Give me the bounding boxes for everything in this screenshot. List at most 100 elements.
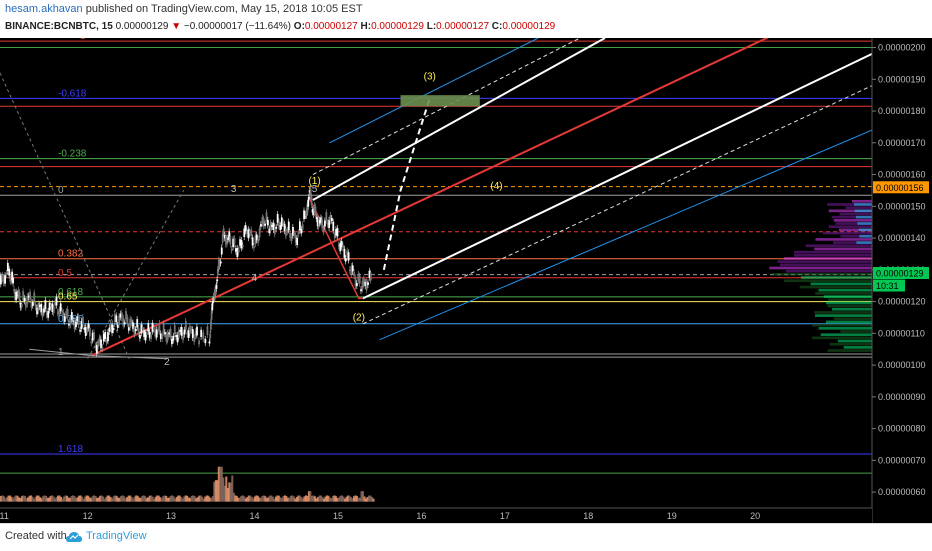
candle-body — [193, 337, 196, 342]
volume-bar — [12, 498, 15, 502]
candle-body — [343, 248, 346, 258]
volume-bar — [207, 495, 210, 502]
volume-bar — [219, 466, 222, 502]
candle-body — [137, 327, 140, 334]
candle-body — [196, 326, 198, 336]
volume-bar — [211, 496, 214, 502]
profile-bar — [833, 241, 872, 244]
price-chart[interactable]: 1-0.618-0.23800.3820.50.6180.650.78611.6… — [0, 38, 932, 523]
candle-body — [25, 301, 27, 308]
volume-bar — [72, 495, 75, 502]
y-tick-label: 0.00000140 — [878, 233, 926, 243]
candle-body — [150, 334, 153, 340]
candle-body — [357, 273, 360, 281]
candle-body — [225, 235, 227, 245]
candle-body — [70, 312, 73, 320]
candle-body — [362, 278, 365, 285]
candle-body — [38, 304, 41, 307]
candle-body — [12, 277, 15, 284]
volume-bar — [178, 495, 181, 502]
candle-body — [98, 337, 101, 343]
volume-bar — [259, 497, 262, 502]
volume-bar — [39, 497, 42, 502]
candle-body — [219, 261, 222, 264]
volume-bar — [241, 495, 244, 502]
candle-body — [312, 210, 315, 215]
volume-bar — [202, 498, 205, 502]
x-tick-label: 15 — [333, 511, 343, 521]
author-link[interactable]: hesam.akhavan — [5, 3, 83, 15]
candle-body — [228, 231, 231, 239]
volume-bar — [109, 497, 112, 502]
candle-body — [77, 316, 80, 326]
volume-bar — [235, 495, 238, 502]
volume-bar — [144, 496, 147, 502]
candle-body — [169, 328, 172, 338]
time-axis[interactable] — [0, 508, 872, 523]
volume-bar — [13, 496, 16, 502]
price-badges: 0.00000156 0.00000129 10:31 — [873, 181, 929, 292]
candle-body — [354, 277, 357, 287]
volume-bar — [114, 495, 117, 502]
volume-bar — [237, 497, 240, 502]
volume-bar — [30, 495, 33, 502]
candle-body — [241, 245, 244, 248]
volume-bar — [331, 496, 334, 502]
candle-body — [140, 324, 143, 334]
volume-bar — [55, 497, 58, 502]
candle-body — [335, 229, 337, 236]
volume-bar — [64, 495, 67, 502]
candle-body — [292, 227, 294, 236]
profile-bar — [777, 260, 872, 263]
profile-bar — [812, 323, 872, 327]
profile-bar — [859, 234, 872, 238]
volume-bar — [358, 497, 361, 502]
close-value: 0.00000129 — [502, 21, 556, 32]
candle-body — [364, 281, 367, 287]
created-with-text: Created with — [5, 530, 67, 542]
candle-body — [301, 224, 304, 230]
volume-bar — [223, 485, 226, 502]
profile-bar — [805, 244, 872, 248]
candle-body — [237, 249, 240, 253]
candle-body — [227, 237, 230, 240]
volume-bar — [90, 498, 93, 502]
profile-bar — [851, 199, 872, 203]
volume-bar — [111, 498, 114, 502]
candle-body — [105, 340, 108, 344]
footer: Created with TradingView — [0, 523, 932, 551]
tradingview-brand[interactable]: TradingView — [86, 530, 147, 542]
volume-bar — [172, 496, 175, 502]
y-tick-label: 0.00000070 — [878, 455, 926, 465]
candle-body — [90, 341, 93, 344]
candle-body — [218, 260, 221, 267]
y-tick-label: 0.00000060 — [878, 487, 926, 497]
profile-bar — [839, 212, 872, 216]
volume-bar — [160, 498, 163, 502]
wave-label: 4 — [252, 273, 258, 284]
candle-body — [293, 233, 296, 236]
candle-body — [265, 212, 268, 221]
volume-bar — [169, 495, 172, 502]
profile-bar — [855, 215, 872, 219]
volume-bar — [300, 497, 303, 502]
profile-bar — [815, 314, 872, 317]
profile-bar — [840, 330, 872, 333]
fib-level-label: 1 — [80, 38, 86, 42]
candle-body — [251, 237, 254, 246]
candle-body — [168, 332, 171, 335]
candle-body — [54, 301, 57, 306]
candle-body — [325, 212, 328, 221]
volume-bar — [264, 496, 267, 502]
volume-bar — [57, 495, 60, 502]
volume-bar — [250, 496, 253, 502]
volume-bar — [174, 498, 177, 502]
volume-bar — [312, 495, 315, 502]
candle-body — [57, 311, 59, 314]
candle-body — [51, 303, 54, 312]
candle-body — [257, 238, 260, 243]
symbol-line: BINANCE:BCNBTC, 15 0.00000129 ▼ −0.00000… — [5, 21, 555, 32]
volume-bar — [268, 495, 271, 502]
volume-bar — [6, 497, 9, 502]
candle-body — [41, 311, 44, 318]
